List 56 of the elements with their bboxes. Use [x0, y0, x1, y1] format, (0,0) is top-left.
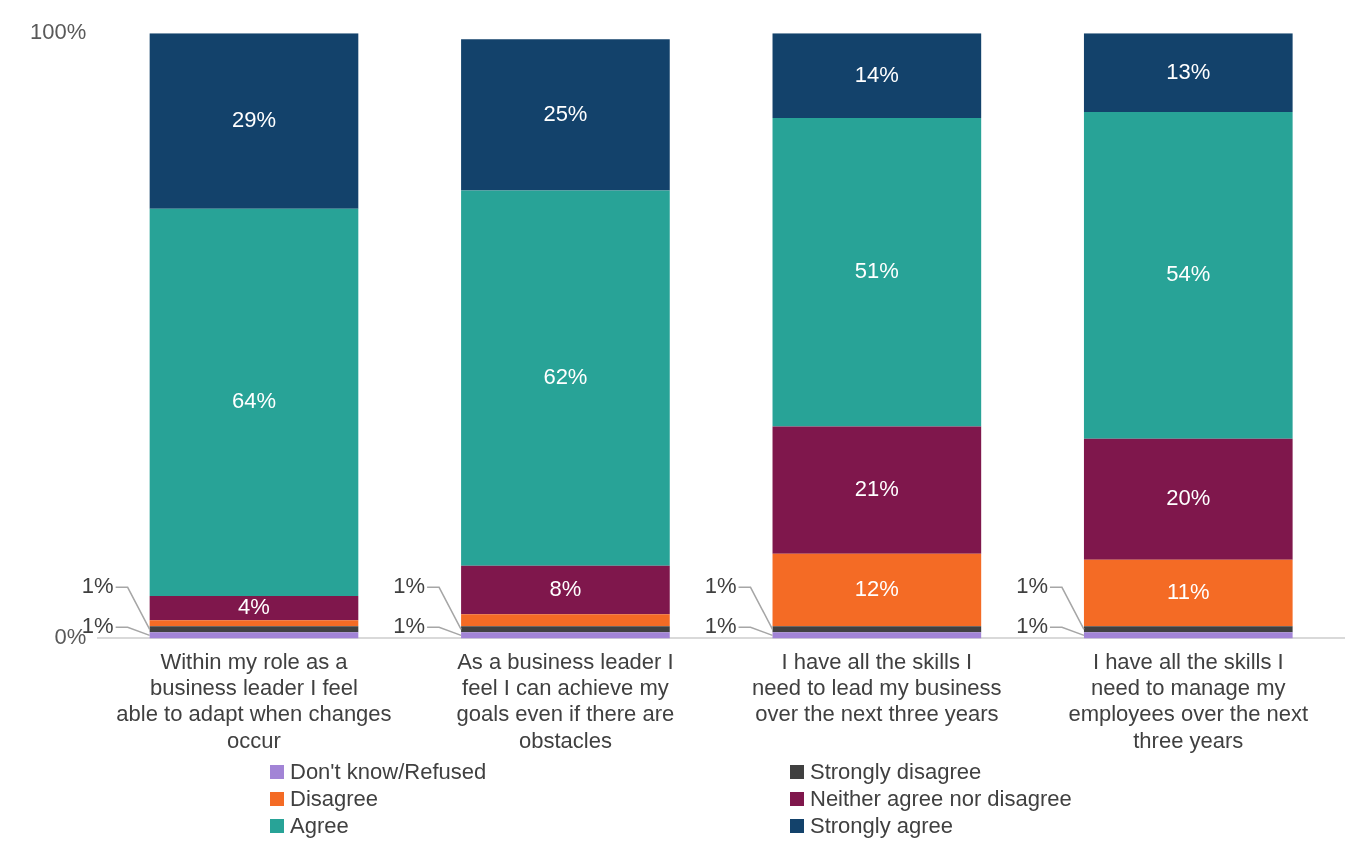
- data-label: 20%: [1166, 485, 1211, 511]
- bar: [1083, 111, 1293, 439]
- bar: [772, 426, 982, 554]
- legend-label: Strongly agree: [810, 812, 954, 839]
- data-label: 62%: [543, 364, 588, 390]
- x-tick-label: I have all the skills I need to lead my business over the next three years: [752, 648, 1002, 727]
- data-label: 1%: [704, 613, 737, 639]
- data-label: 14%: [854, 61, 899, 87]
- bar: [149, 208, 359, 597]
- legend-label: Disagree: [290, 785, 379, 812]
- bar: [1083, 626, 1293, 633]
- data-label: 21%: [854, 476, 899, 502]
- data-label: 51%: [854, 258, 899, 284]
- legend-label: Neither agree nor disagree: [810, 785, 1072, 812]
- data-label: 4%: [238, 594, 270, 620]
- bar: [461, 614, 670, 627]
- data-label: 25%: [543, 100, 588, 126]
- data-label: 11%: [1167, 579, 1210, 605]
- bar: [149, 626, 359, 633]
- legend-label: Don't know/Refused: [290, 758, 487, 785]
- bar: [1083, 632, 1293, 639]
- x-tick-label: Within my role as a business leader I feel able to adapt when changes occur: [116, 648, 392, 753]
- bar: [1083, 559, 1293, 627]
- data-label: 1%: [393, 573, 426, 599]
- data-label: 1%: [81, 573, 114, 599]
- data-label: 29%: [231, 107, 277, 133]
- bar: [1083, 33, 1293, 112]
- x-tick-label: I have all the skills I need to manage my employees over the next three years: [1068, 648, 1309, 753]
- y-tick-label: 100%: [29, 19, 87, 45]
- data-label: 8%: [549, 576, 582, 602]
- bar: [772, 117, 982, 427]
- bar: [772, 553, 982, 627]
- bar: [461, 565, 670, 615]
- data-label: 12%: [854, 576, 899, 602]
- data-label: 1%: [393, 613, 426, 639]
- data-label: 54%: [1166, 261, 1211, 287]
- x-tick-label: As a business leader I feel I can achieve my goals even if there are obstacles: [456, 648, 675, 753]
- bar: [461, 632, 670, 639]
- data-label: 1%: [1016, 573, 1048, 599]
- bar: [149, 596, 359, 621]
- bar: [461, 190, 670, 566]
- bar: [1083, 438, 1293, 560]
- bar: [461, 626, 670, 633]
- data-label: 64%: [231, 388, 277, 414]
- legend-label: Strongly disagree: [810, 758, 982, 785]
- data-label: 1%: [1016, 613, 1048, 639]
- bar: [772, 632, 982, 639]
- data-label: 13%: [1166, 58, 1211, 84]
- data-label: 1%: [704, 573, 737, 599]
- bar: [149, 632, 359, 639]
- bar: [772, 33, 982, 118]
- legend-label: Agree: [290, 812, 349, 839]
- bar: [149, 620, 359, 627]
- bar: [772, 626, 982, 633]
- bar: [149, 33, 359, 209]
- bar: [461, 39, 670, 191]
